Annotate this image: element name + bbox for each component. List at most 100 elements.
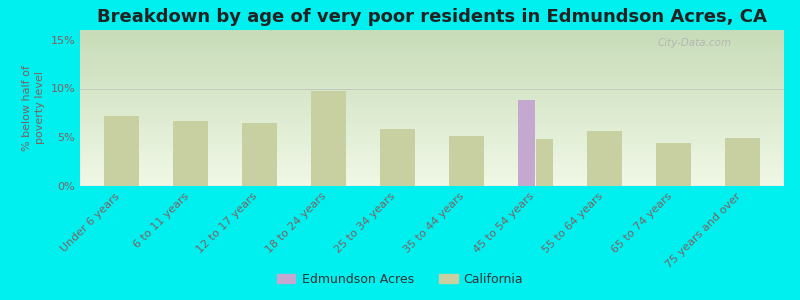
Bar bbox=[80, 128, 784, 130]
Bar bbox=[80, 38, 784, 39]
Bar bbox=[80, 100, 784, 102]
Bar bbox=[80, 147, 784, 148]
Bar bbox=[80, 134, 784, 136]
Bar bbox=[80, 181, 784, 183]
Bar bbox=[80, 121, 784, 122]
Bar bbox=[80, 49, 784, 50]
Bar bbox=[80, 39, 784, 41]
Bar bbox=[726, 138, 760, 186]
Bar bbox=[80, 92, 784, 94]
Bar bbox=[80, 60, 784, 61]
Bar bbox=[80, 133, 784, 134]
Bar bbox=[80, 78, 784, 80]
Bar bbox=[80, 91, 784, 92]
Bar bbox=[80, 150, 784, 152]
Bar bbox=[80, 170, 784, 172]
Bar bbox=[80, 142, 784, 144]
Bar bbox=[80, 130, 784, 131]
Bar bbox=[80, 44, 784, 46]
Bar bbox=[311, 92, 346, 186]
Bar bbox=[80, 152, 784, 153]
Title: Breakdown by age of very poor residents in Edmundson Acres, CA: Breakdown by age of very poor residents … bbox=[97, 8, 767, 26]
Legend: Edmundson Acres, California: Edmundson Acres, California bbox=[272, 268, 528, 291]
Bar bbox=[80, 117, 784, 119]
Bar bbox=[80, 61, 784, 63]
Bar bbox=[80, 41, 784, 43]
Bar bbox=[518, 100, 535, 186]
Bar bbox=[80, 106, 784, 108]
Bar bbox=[80, 53, 784, 55]
Bar bbox=[80, 164, 784, 166]
Bar bbox=[80, 88, 784, 89]
Bar bbox=[80, 136, 784, 138]
Bar bbox=[80, 80, 784, 82]
Bar bbox=[80, 30, 784, 31]
Bar bbox=[80, 169, 784, 170]
Bar bbox=[656, 143, 691, 186]
Bar bbox=[80, 66, 784, 68]
Bar bbox=[80, 77, 784, 78]
Bar bbox=[80, 46, 784, 47]
Bar bbox=[173, 121, 208, 186]
Bar bbox=[80, 56, 784, 58]
Bar bbox=[80, 158, 784, 160]
Bar bbox=[80, 178, 784, 180]
Bar bbox=[450, 136, 484, 186]
Bar bbox=[80, 69, 784, 70]
Bar bbox=[80, 124, 784, 125]
Bar bbox=[80, 97, 784, 99]
Bar bbox=[80, 63, 784, 64]
Bar bbox=[80, 116, 784, 117]
Bar bbox=[80, 166, 784, 167]
Bar bbox=[536, 139, 553, 186]
Bar bbox=[80, 163, 784, 164]
Bar bbox=[80, 85, 784, 86]
Bar bbox=[80, 35, 784, 36]
Bar bbox=[80, 83, 784, 85]
Bar bbox=[80, 105, 784, 106]
Bar bbox=[80, 161, 784, 163]
Bar bbox=[80, 177, 784, 178]
Bar bbox=[80, 125, 784, 127]
Bar bbox=[80, 172, 784, 173]
Bar bbox=[80, 95, 784, 97]
Bar bbox=[80, 50, 784, 52]
Bar bbox=[587, 131, 622, 186]
Bar bbox=[80, 110, 784, 111]
Bar bbox=[80, 153, 784, 155]
Bar bbox=[80, 47, 784, 49]
Bar bbox=[80, 173, 784, 175]
Bar bbox=[80, 160, 784, 161]
Bar bbox=[80, 138, 784, 139]
Bar bbox=[80, 64, 784, 66]
Bar bbox=[80, 167, 784, 169]
Bar bbox=[80, 72, 784, 74]
Bar bbox=[80, 82, 784, 83]
Bar bbox=[80, 113, 784, 114]
Bar bbox=[80, 55, 784, 56]
Bar bbox=[80, 156, 784, 158]
Bar bbox=[80, 155, 784, 156]
Bar bbox=[80, 52, 784, 53]
Bar bbox=[80, 122, 784, 124]
Bar bbox=[242, 123, 277, 186]
Bar bbox=[80, 111, 784, 113]
Bar bbox=[80, 131, 784, 133]
Bar bbox=[80, 43, 784, 44]
Bar bbox=[104, 116, 138, 186]
Bar bbox=[80, 108, 784, 110]
Bar bbox=[80, 68, 784, 69]
Bar bbox=[80, 119, 784, 121]
Bar bbox=[80, 102, 784, 103]
Bar bbox=[80, 144, 784, 146]
Bar bbox=[80, 32, 784, 33]
Bar bbox=[80, 184, 784, 186]
Bar bbox=[80, 99, 784, 100]
Bar bbox=[80, 94, 784, 95]
Y-axis label: % below half of
poverty level: % below half of poverty level bbox=[22, 65, 45, 151]
Bar bbox=[80, 36, 784, 38]
Bar bbox=[80, 70, 784, 72]
Bar bbox=[380, 129, 414, 186]
Bar bbox=[80, 180, 784, 181]
Bar bbox=[80, 141, 784, 142]
